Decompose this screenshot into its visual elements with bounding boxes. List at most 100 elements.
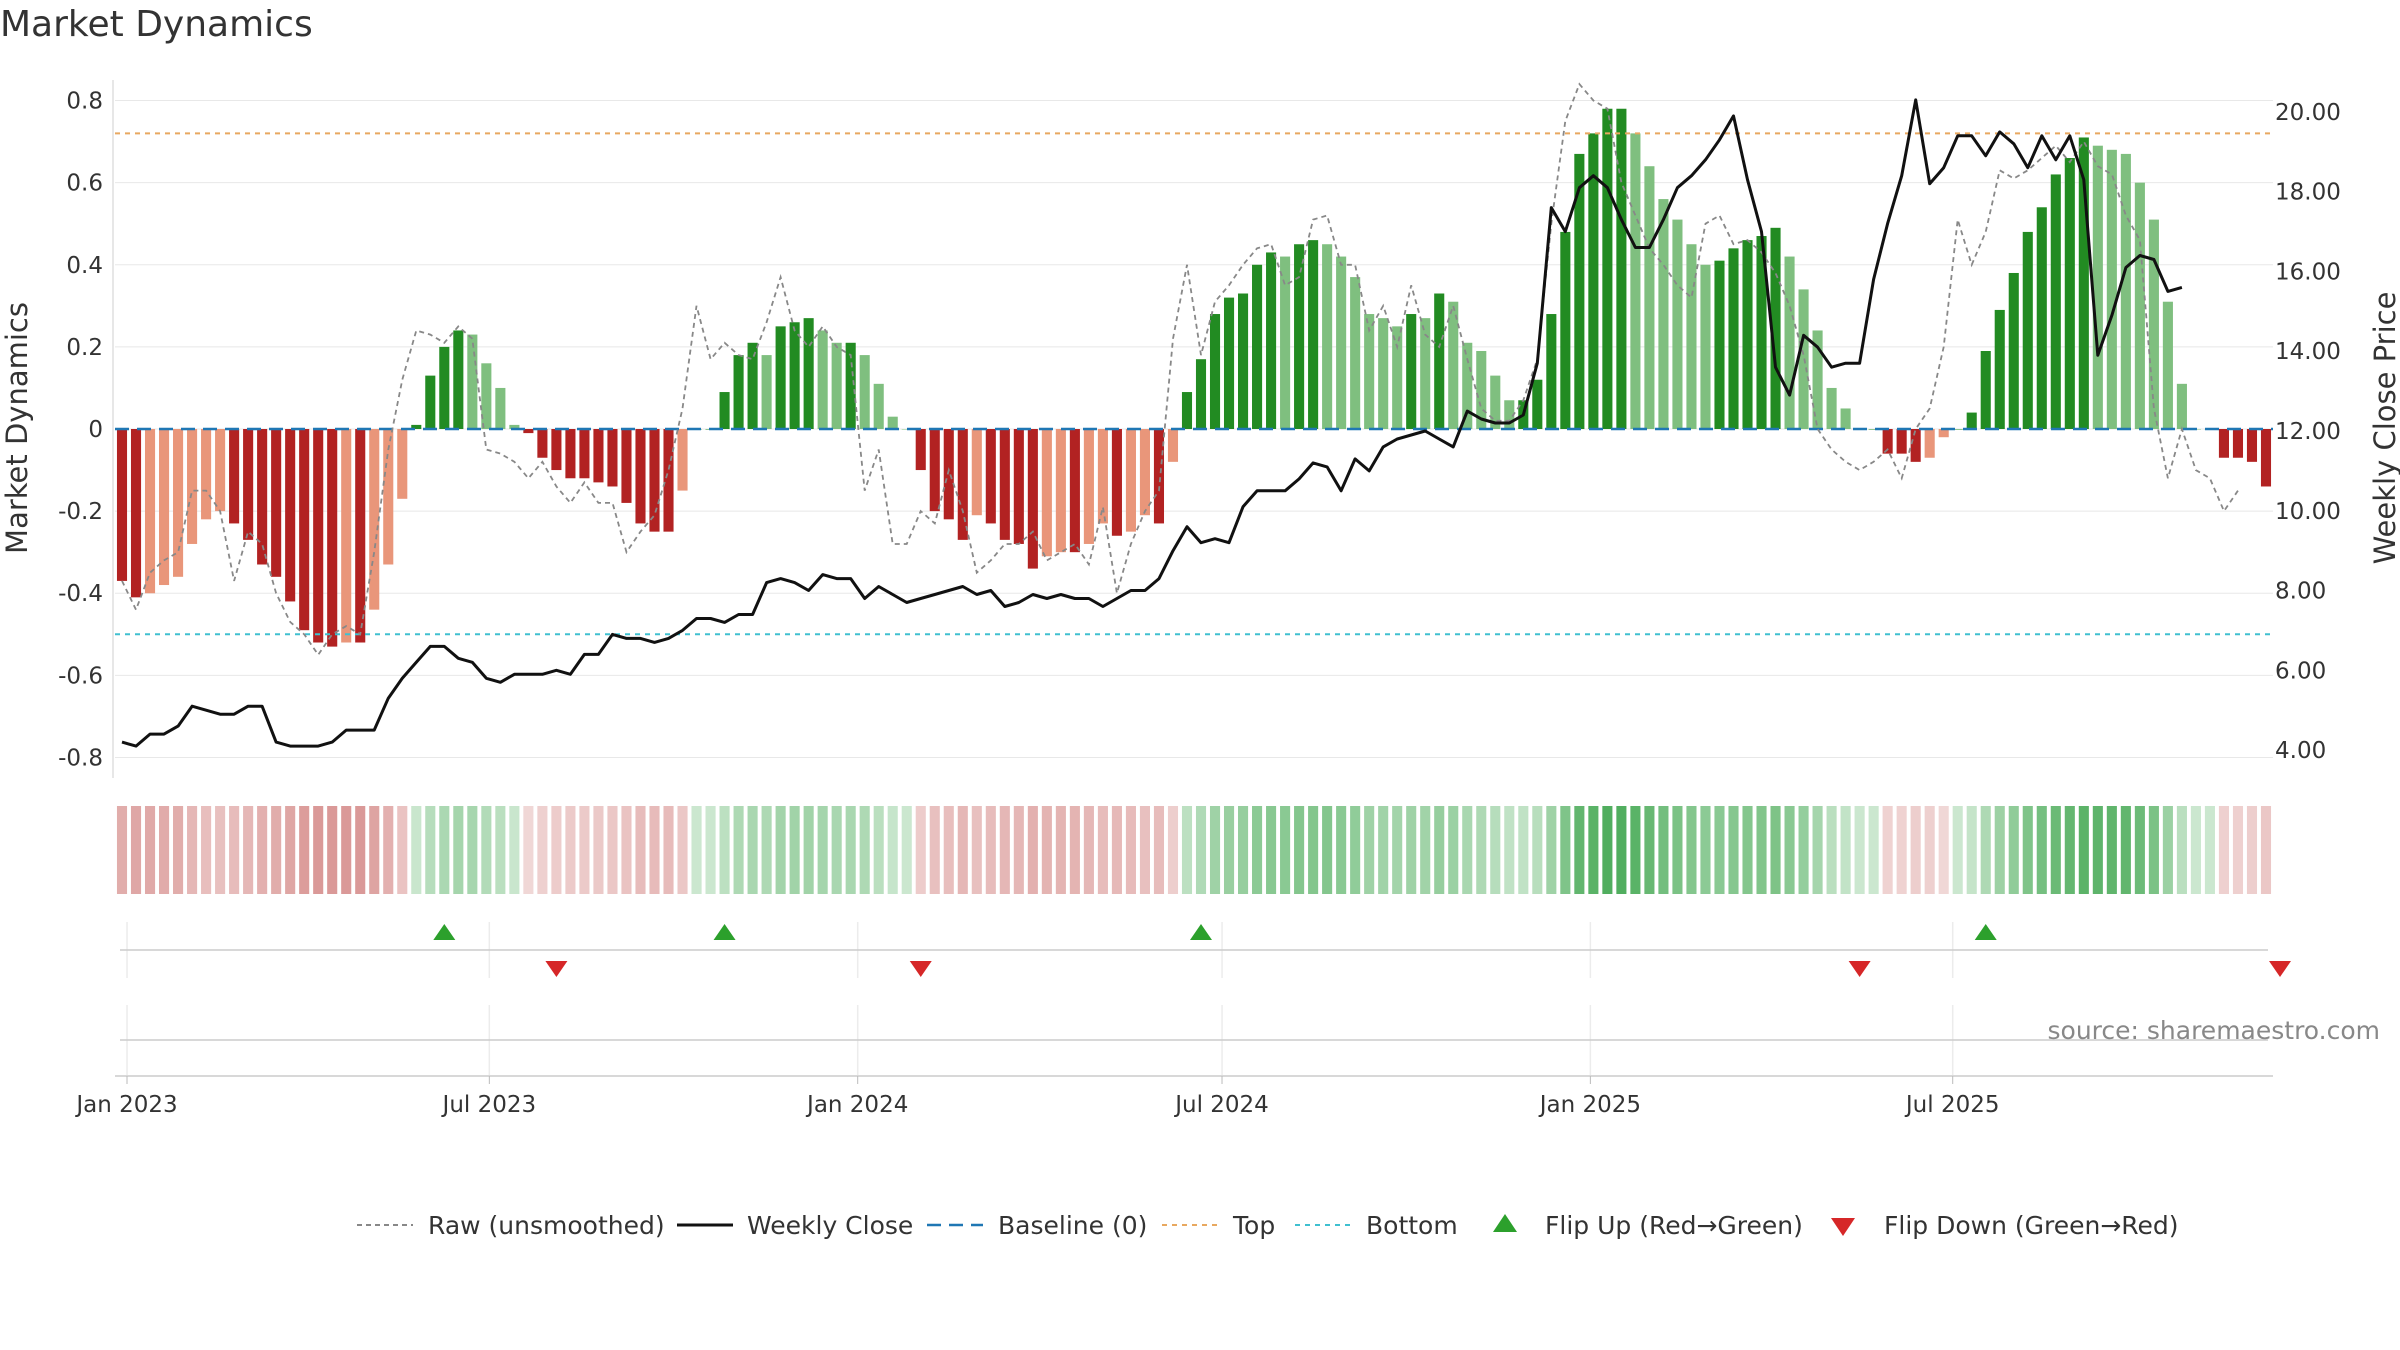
flip-markers-panel (115, 922, 2292, 1077)
dynamics-bar (144, 429, 156, 594)
strip-cell (1770, 806, 1781, 894)
strip-cell (313, 806, 324, 894)
y-tick-label: -0.4 (58, 581, 103, 607)
dynamics-bar (215, 429, 226, 512)
legend-label: Baseline (0) (998, 1211, 1147, 1240)
dynamics-bar (1139, 429, 1150, 516)
strip-cell (705, 806, 716, 894)
dynamics-bar (369, 429, 380, 610)
strip-cell (369, 806, 380, 894)
regime-strip (116, 806, 2272, 894)
strip-cell (1111, 806, 1122, 894)
dynamics-bar (1069, 429, 1080, 553)
strip-cell (2190, 806, 2201, 894)
strip-cell (1728, 806, 1739, 894)
dynamics-bar (677, 429, 688, 491)
flip-down-marker (1848, 961, 1871, 977)
strip-cell (341, 806, 352, 894)
strip-cell (691, 806, 702, 894)
flip-down-marker (909, 961, 932, 977)
strip-cell (873, 806, 884, 894)
strip-cell (817, 806, 828, 894)
dynamics-bar (341, 429, 352, 643)
strip-cell (1616, 806, 1627, 894)
strip-cell (1364, 806, 1375, 894)
strip-cell (355, 806, 366, 894)
axes: 0.8 0.6 0.4 0.2 0 -0.2 -0.4 -0.6 -0.8 20.00 18.00 1… (58, 80, 2341, 1118)
dynamics-bar (1223, 297, 1235, 429)
dynamics-bar (1938, 429, 1949, 438)
dynamics-bar (1742, 240, 1753, 429)
dynamics-bar (817, 330, 828, 429)
dynamics-bar (397, 429, 408, 499)
strip-cell (299, 806, 310, 894)
dynamics-bar (271, 429, 282, 577)
strip-cell (130, 806, 142, 894)
strip-cell (1083, 806, 1094, 894)
strip-cell (1784, 806, 1795, 894)
source-label: source: sharemaestro.com (2048, 1016, 2381, 1045)
chart-title: Market Dynamics (0, 4, 313, 45)
strip-cell (509, 806, 520, 894)
dynamics-bar (1336, 256, 1347, 429)
x-tick-label: Jul 2024 (1173, 1092, 1269, 1118)
dynamics-bar (1574, 153, 1585, 429)
dynamics-bar (453, 330, 464, 429)
dynamics-bar (1546, 314, 1557, 429)
dynamics-bar (1350, 277, 1361, 429)
strip-cell (383, 806, 394, 894)
dynamics-bar (2134, 182, 2145, 429)
strip-cell (1546, 806, 1557, 894)
strip-cell (1798, 806, 1809, 894)
dynamics-bar (1195, 359, 1207, 429)
strip-cell (1013, 806, 1024, 894)
dynamics-bar (1252, 264, 1263, 429)
strip-cell (537, 806, 548, 894)
dynamics-bar (1490, 375, 1501, 429)
strip-cell (467, 806, 478, 894)
x-tick-label: Jul 2025 (1904, 1092, 2000, 1118)
strip-cell (495, 806, 506, 894)
dynamics-bar (1364, 314, 1375, 429)
y-tick-label: 0.6 (66, 171, 103, 197)
flip-down-marker (2269, 961, 2292, 977)
strip-cell (1574, 806, 1585, 894)
strip-cell (1069, 806, 1080, 894)
dynamics-bar (243, 429, 254, 540)
strip-cell (747, 806, 758, 894)
dynamics-bar (1882, 429, 1893, 454)
strip-cell (663, 806, 674, 894)
strip-cell (257, 806, 268, 894)
strip-cell (2092, 806, 2103, 894)
dynamics-bar (649, 429, 660, 532)
strip-cell (1294, 806, 1305, 894)
strip-cell (1223, 806, 1235, 894)
dynamics-bar (747, 342, 758, 429)
dynamics-bar (1181, 392, 1193, 429)
y-axis-title: Market Dynamics (0, 302, 34, 554)
strip-cell (1055, 806, 1066, 894)
dynamics-bar (2036, 207, 2047, 429)
y2-axis-title: Weekly Close Price (2368, 292, 2400, 565)
dynamics-bar (130, 429, 142, 598)
y2-tick-label: 12.00 (2275, 419, 2341, 445)
strip-cell (1686, 806, 1697, 894)
y2-tick-label: 14.00 (2275, 339, 2341, 365)
dynamics-bar (845, 342, 856, 429)
flip-up-marker (1190, 924, 1213, 940)
dynamics-bar (537, 429, 548, 458)
dynamics-bar (327, 429, 338, 647)
raw-unsmoothed-line (121, 82, 2239, 657)
strip-cell (2232, 806, 2244, 894)
dynamics-bar (1602, 108, 1613, 429)
dynamics-bar (1840, 408, 1851, 429)
dynamics-bar (2022, 231, 2033, 429)
strip-cell (859, 806, 870, 894)
dynamics-bar (2092, 145, 2103, 429)
strip-cell (565, 806, 576, 894)
dynamics-bar (2148, 219, 2159, 429)
strip-cell (1476, 806, 1487, 894)
dynamics-bar (859, 355, 870, 429)
dynamics-bar (383, 429, 394, 565)
dynamics-bar (733, 355, 744, 429)
